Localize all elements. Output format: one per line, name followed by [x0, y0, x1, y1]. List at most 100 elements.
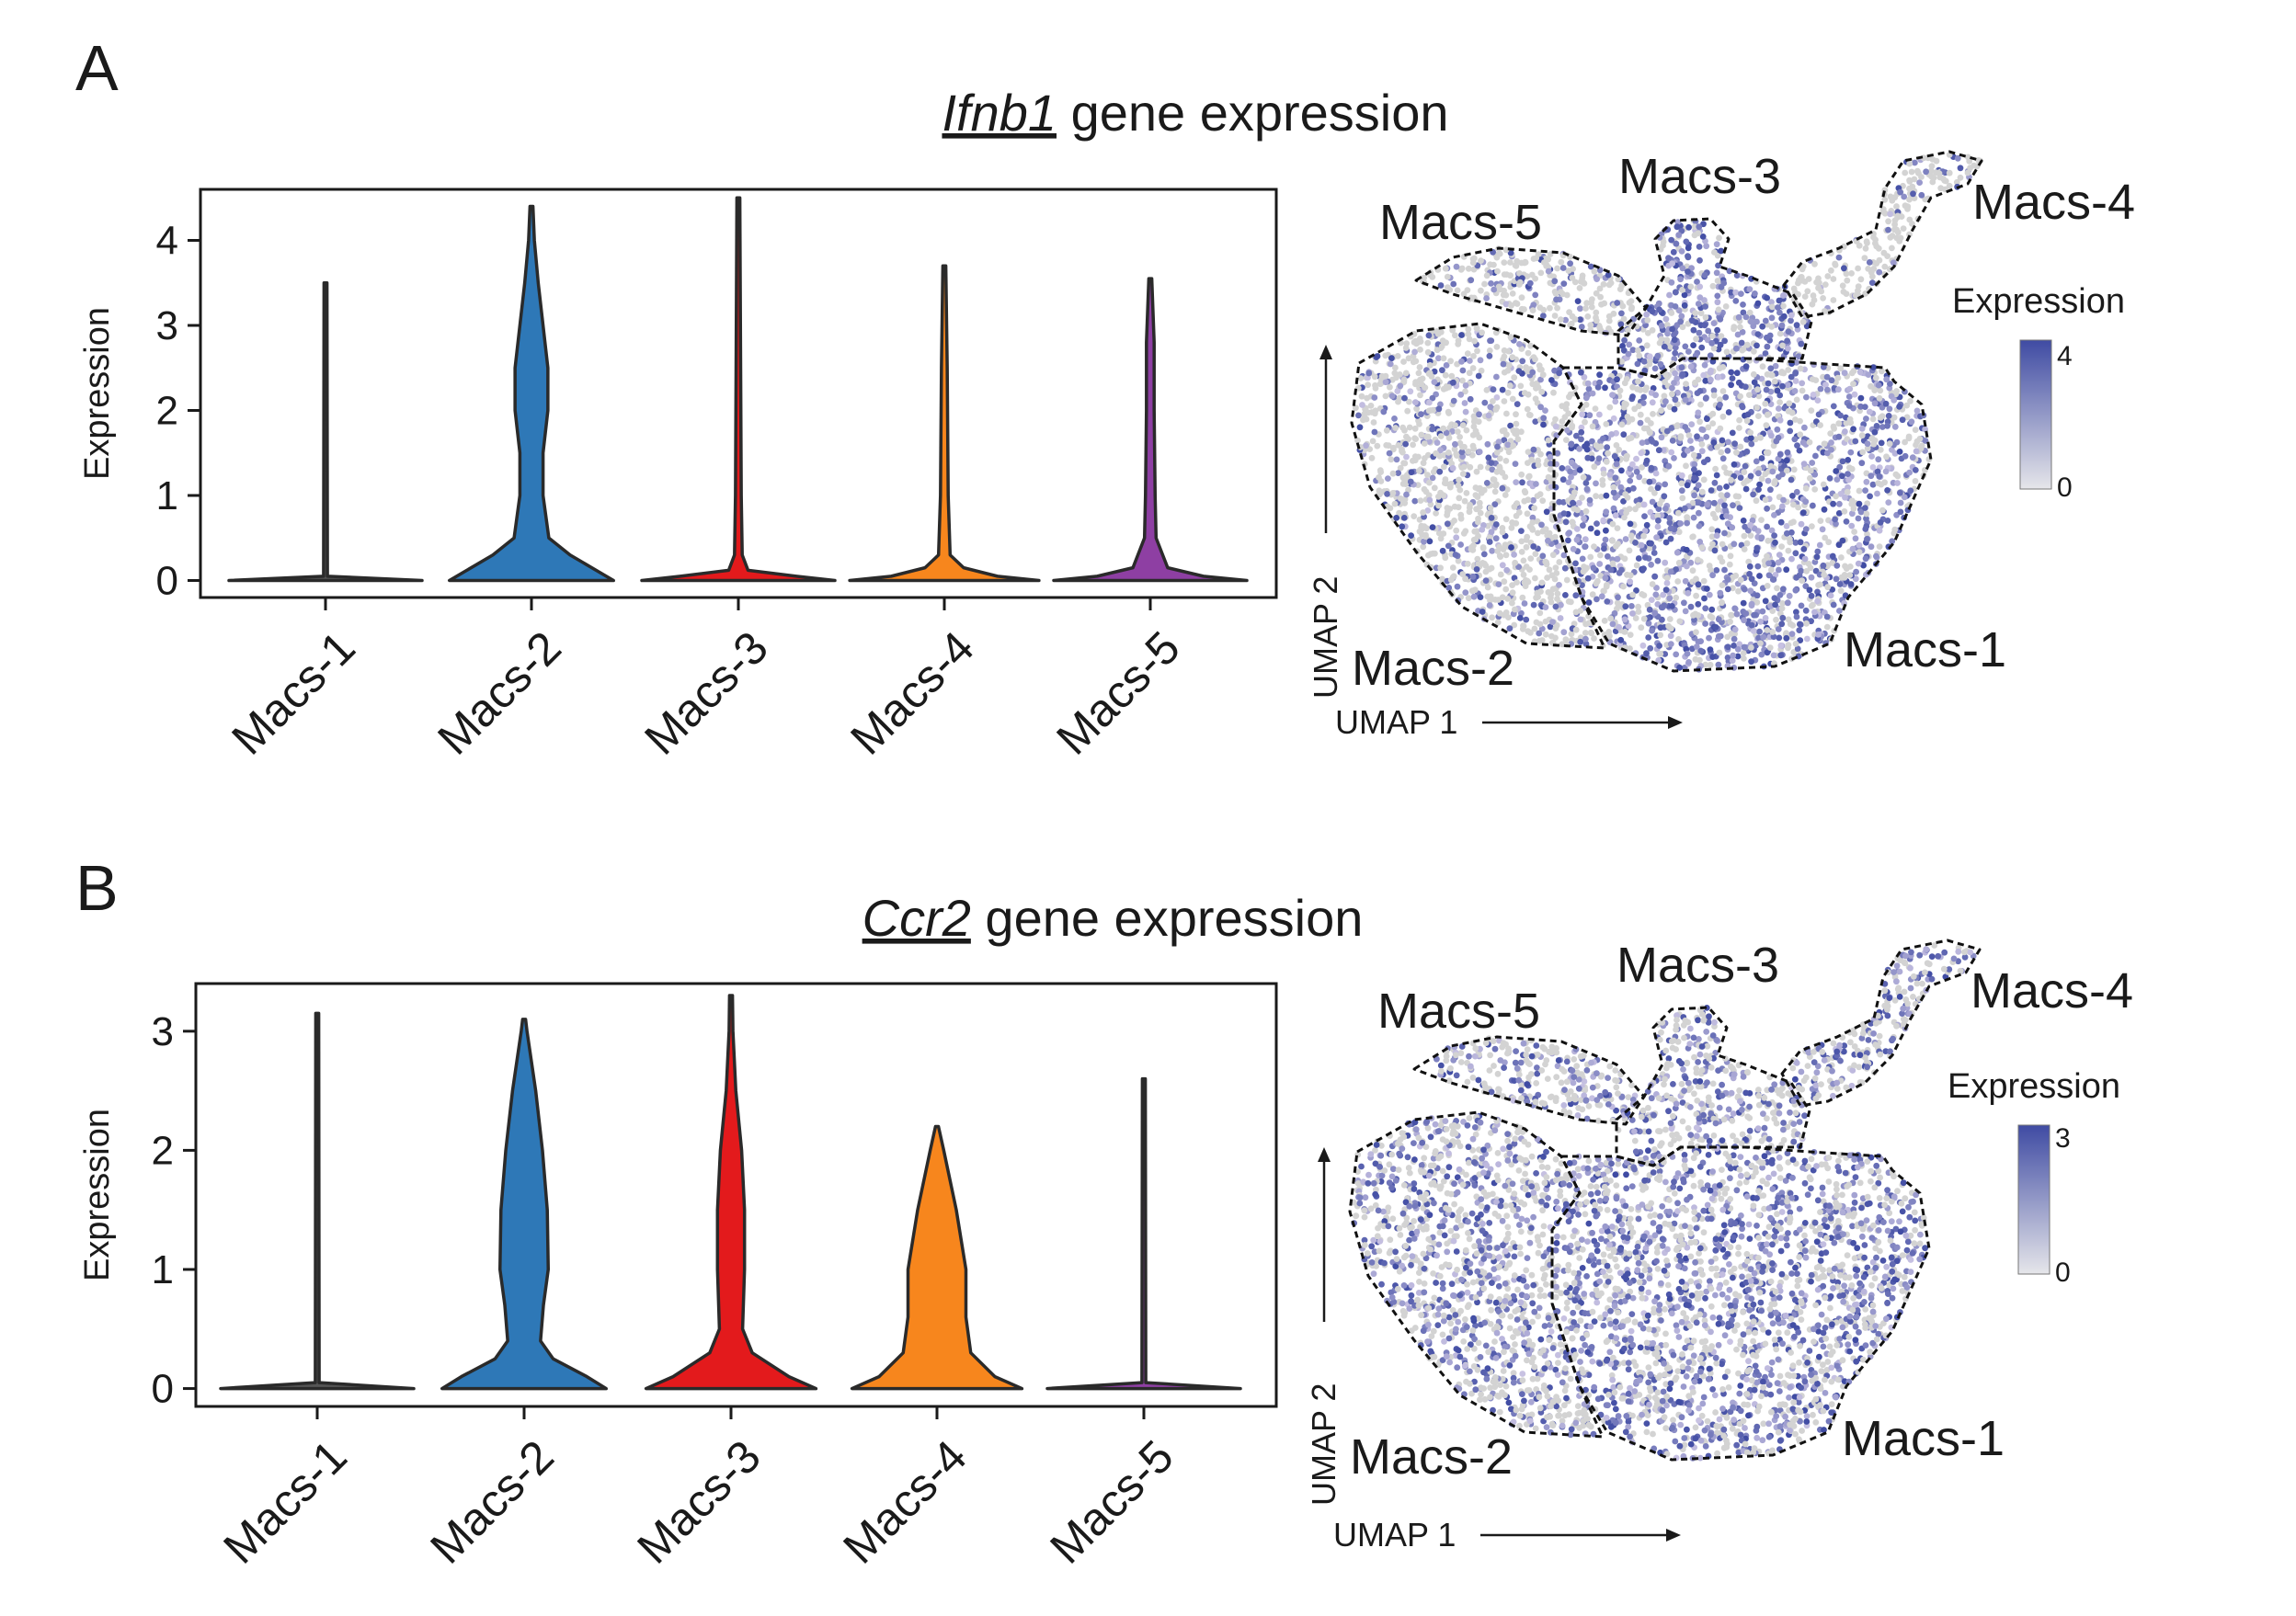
- umap-point: [1466, 508, 1473, 516]
- umap-point: [1545, 256, 1551, 263]
- umap-point: [1453, 263, 1460, 270]
- umap-point: [1654, 484, 1662, 492]
- umap-point: [1525, 460, 1531, 466]
- umap-point: [1710, 392, 1718, 399]
- umap-point: [1715, 632, 1722, 640]
- umap-point: [1863, 415, 1869, 422]
- umap-point: [1661, 393, 1668, 400]
- umap-point: [1719, 413, 1727, 420]
- umap-point: [1552, 625, 1559, 632]
- umap-point: [1813, 279, 1820, 286]
- umap-point: [1688, 421, 1696, 427]
- panel-b-title-rest: gene expression: [971, 889, 1364, 947]
- umap-point: [1724, 448, 1731, 454]
- umap-point: [1440, 425, 1447, 432]
- umap-point: [1608, 431, 1616, 438]
- umap-point: [1491, 261, 1497, 268]
- umap-point: [1580, 473, 1587, 481]
- umap-point: [1487, 505, 1494, 511]
- umap-point: [1403, 491, 1410, 498]
- violin-macs-4: [850, 1124, 1024, 1391]
- umap-point: [1696, 656, 1703, 664]
- umap-point: [1708, 614, 1716, 621]
- umap-point: [1700, 476, 1708, 484]
- umap-point: [1524, 533, 1531, 541]
- umap-point: [1822, 281, 1829, 288]
- umap-point: [1832, 516, 1838, 523]
- umap-point: [1662, 506, 1669, 512]
- umap-point: [1774, 387, 1781, 394]
- umap-point: [1396, 509, 1402, 517]
- umap-point: [1698, 441, 1706, 448]
- umap-point: [1780, 1136, 1788, 1144]
- x-tick-label: Macs-3: [627, 1430, 771, 1574]
- umap-point: [1550, 389, 1557, 396]
- umap-point: [1673, 594, 1680, 601]
- umap-point: [1912, 478, 1919, 484]
- umap-point: [1876, 543, 1883, 550]
- x-tick-label: Macs-5: [1046, 621, 1190, 765]
- umap-point: [1771, 378, 1778, 385]
- umap-point: [1496, 286, 1503, 293]
- umap-point: [1907, 964, 1913, 972]
- umap-point: [1491, 1063, 1497, 1069]
- umap-point: [1640, 592, 1648, 598]
- umap-point: [1520, 571, 1527, 578]
- umap-point: [1803, 568, 1811, 575]
- umap-point: [1661, 1081, 1667, 1088]
- umap-point: [1473, 468, 1480, 475]
- umap-point: [1517, 382, 1525, 390]
- umap-point: [1933, 157, 1940, 165]
- umap-point: [1729, 1117, 1736, 1124]
- umap-point: [1529, 519, 1536, 526]
- umap-point: [1578, 324, 1585, 330]
- umap-point: [1600, 517, 1607, 524]
- umap-point: [1788, 312, 1795, 319]
- umap-point: [1678, 1080, 1685, 1087]
- umap-point: [1532, 356, 1538, 363]
- umap-point: [1852, 535, 1859, 542]
- umap-point: [1725, 409, 1732, 415]
- umap-point: [1823, 613, 1831, 620]
- umap-point: [1876, 1032, 1883, 1040]
- umap-point: [1676, 618, 1684, 625]
- umap-point: [1748, 600, 1755, 608]
- umap-point: [1668, 625, 1674, 632]
- violin-macs-3: [644, 994, 818, 1391]
- umap-point: [1509, 589, 1516, 597]
- umap-point: [1713, 567, 1720, 574]
- umap-point: [1833, 468, 1840, 474]
- umap-point: [1829, 1067, 1835, 1075]
- umap-point: [1574, 1112, 1582, 1119]
- umap-point: [1845, 457, 1852, 463]
- umap-point: [1492, 406, 1500, 413]
- umap-point: [1741, 643, 1748, 651]
- umap-point: [1426, 538, 1434, 545]
- umap-point: [1715, 373, 1722, 381]
- umap-point: [1721, 566, 1728, 574]
- umap-point: [1897, 489, 1903, 496]
- umap-point: [1798, 520, 1805, 528]
- umap-point: [1776, 330, 1784, 337]
- x-tick-label: Macs-2: [428, 621, 571, 765]
- umap-point: [1862, 245, 1869, 252]
- umap-point: [1906, 185, 1913, 192]
- umap-point: [1935, 952, 1942, 960]
- umap-point: [1501, 271, 1508, 278]
- umap-point: [1627, 520, 1634, 528]
- umap-point: [1747, 521, 1753, 529]
- umap-point: [1437, 535, 1445, 542]
- umap-point: [1743, 341, 1751, 348]
- umap-point: [1545, 437, 1552, 444]
- umap-point: [1845, 476, 1852, 484]
- umap-point: [1698, 448, 1706, 455]
- umap-point: [1533, 481, 1539, 487]
- umap-point: [1784, 449, 1791, 456]
- umap-point: [1403, 340, 1411, 347]
- umap-point: [1589, 423, 1596, 430]
- umap-point: [1548, 594, 1554, 601]
- umap-point: [1563, 1078, 1571, 1086]
- umap-point: [1654, 523, 1662, 530]
- umap-point: [1651, 489, 1658, 496]
- umap-point: [1459, 471, 1467, 477]
